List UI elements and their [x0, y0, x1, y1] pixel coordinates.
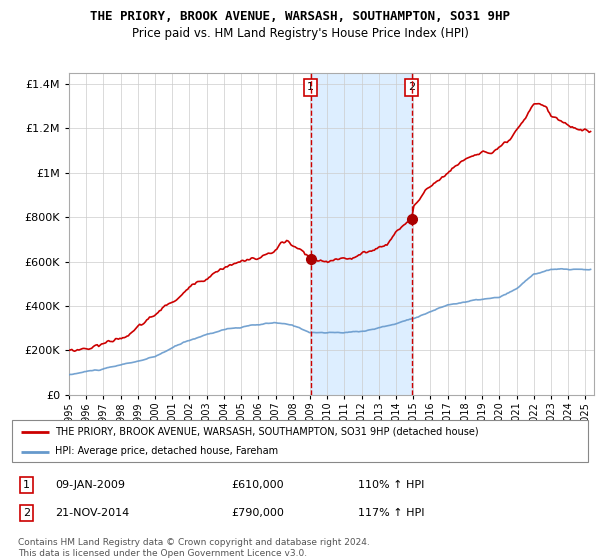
Text: 2: 2: [23, 508, 30, 518]
Bar: [311, 73, 412, 395]
Text: £610,000: £610,000: [231, 480, 284, 490]
Text: 1: 1: [23, 480, 30, 490]
Text: 117% ↑ HPI: 117% ↑ HPI: [358, 508, 424, 518]
Text: Price paid vs. HM Land Registry's House Price Index (HPI): Price paid vs. HM Land Registry's House …: [131, 27, 469, 40]
Text: 21-NOV-2014: 21-NOV-2014: [55, 508, 130, 518]
Text: 09-JAN-2009: 09-JAN-2009: [55, 480, 125, 490]
Text: 2: 2: [408, 82, 415, 92]
Text: Contains HM Land Registry data © Crown copyright and database right 2024.
This d: Contains HM Land Registry data © Crown c…: [18, 538, 370, 558]
Text: THE PRIORY, BROOK AVENUE, WARSASH, SOUTHAMPTON, SO31 9HP: THE PRIORY, BROOK AVENUE, WARSASH, SOUTH…: [90, 10, 510, 22]
FancyBboxPatch shape: [12, 420, 588, 462]
Text: THE PRIORY, BROOK AVENUE, WARSASH, SOUTHAMPTON, SO31 9HP (detached house): THE PRIORY, BROOK AVENUE, WARSASH, SOUTH…: [55, 427, 479, 437]
Text: 110% ↑ HPI: 110% ↑ HPI: [358, 480, 424, 490]
Text: £790,000: £790,000: [231, 508, 284, 518]
Text: 1: 1: [307, 82, 314, 92]
Text: HPI: Average price, detached house, Fareham: HPI: Average price, detached house, Fare…: [55, 446, 278, 456]
